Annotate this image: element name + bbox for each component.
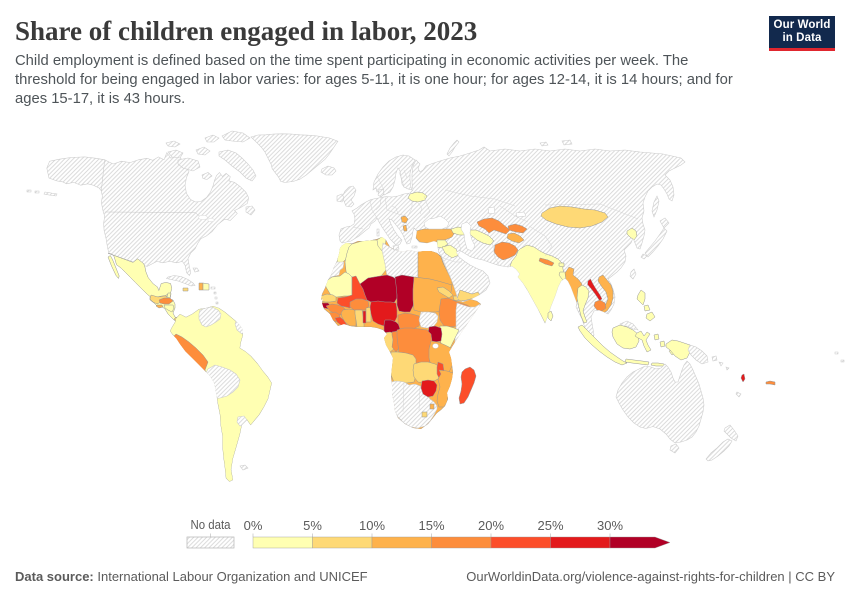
svg-text:15%: 15% [418, 518, 444, 533]
svg-text:10%: 10% [359, 518, 385, 533]
svg-text:25%: 25% [537, 518, 563, 533]
svg-text:0%: 0% [244, 518, 263, 533]
svg-text:30%: 30% [597, 518, 623, 533]
svg-text:5%: 5% [303, 518, 322, 533]
svg-text:20%: 20% [478, 518, 504, 533]
